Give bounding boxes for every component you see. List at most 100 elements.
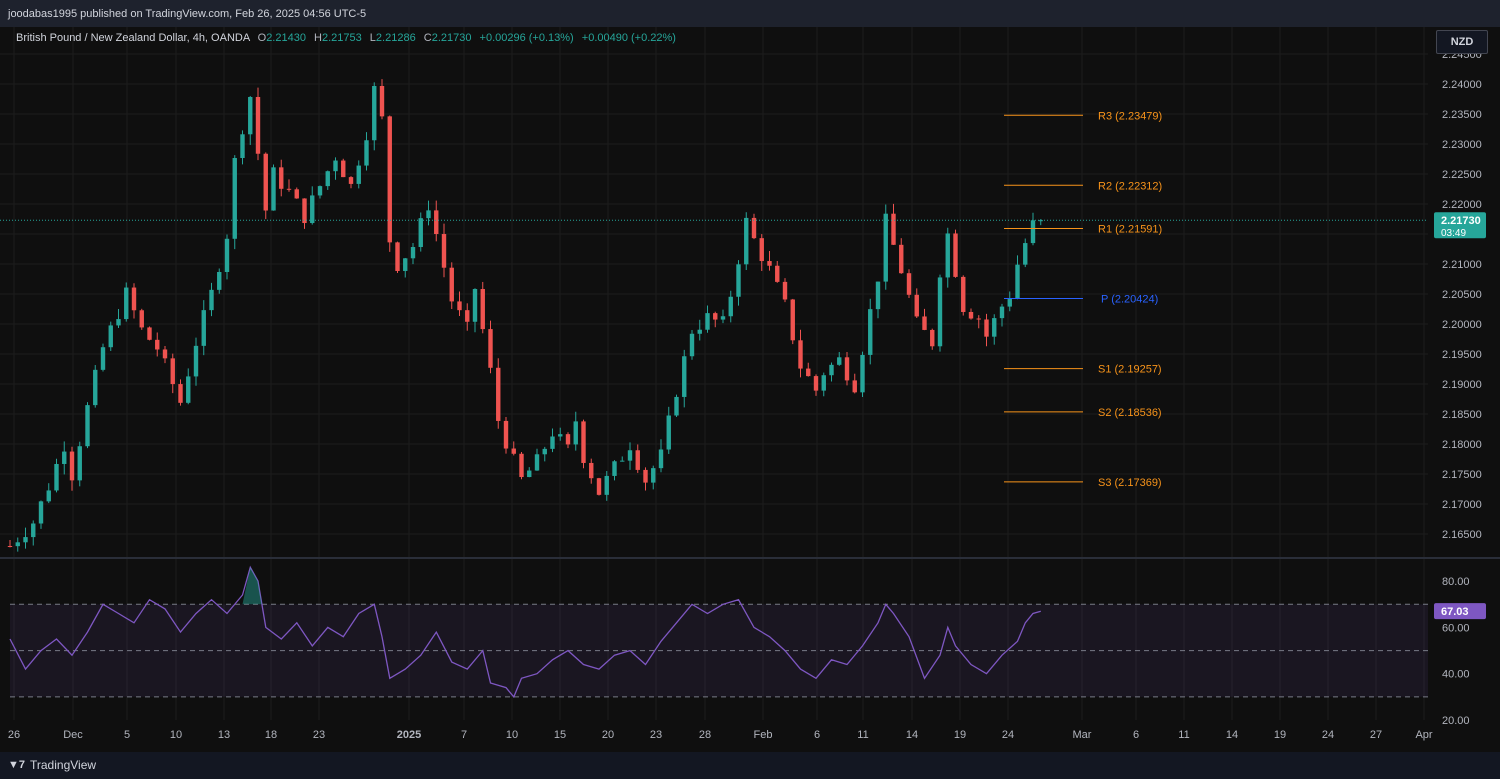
candle-body xyxy=(310,195,315,224)
candle-body xyxy=(1015,264,1020,299)
candle-body xyxy=(968,311,974,319)
candle-body xyxy=(837,357,842,365)
candle-body xyxy=(240,134,245,159)
rsi-tick-label: 40.00 xyxy=(1442,669,1470,681)
high-label: H xyxy=(314,32,322,44)
candle-body xyxy=(69,451,75,481)
candle-body xyxy=(527,470,532,478)
candle-body xyxy=(767,261,772,266)
candle-body xyxy=(589,462,594,479)
y-tick-label: 2.19500 xyxy=(1442,349,1482,361)
y-tick-label: 2.22500 xyxy=(1442,169,1482,181)
y-tick-label: 2.17500 xyxy=(1442,469,1482,481)
candle-body xyxy=(15,542,20,547)
x-tick-label: 18 xyxy=(265,729,277,741)
candle-body xyxy=(937,277,943,347)
x-tick-label: 10 xyxy=(506,729,518,741)
x-tick-label: Feb xyxy=(754,729,773,741)
x-tick-label: 26 xyxy=(8,729,20,741)
x-tick-label: 14 xyxy=(1226,729,1238,741)
candle-body xyxy=(77,446,82,481)
candle-body xyxy=(596,478,602,495)
candle-body xyxy=(480,289,485,330)
candle-body xyxy=(542,448,547,455)
candle-body xyxy=(844,357,850,381)
candle-body xyxy=(449,267,454,302)
candle-body xyxy=(302,198,307,224)
candle-body xyxy=(317,186,323,196)
pivot-label-s1: S1 (2.19257) xyxy=(1098,364,1162,376)
candle-body xyxy=(356,165,361,184)
pivot-label-r1: R1 (2.21591) xyxy=(1098,224,1162,236)
x-tick-label: 7 xyxy=(461,729,467,741)
currency-button[interactable]: NZD xyxy=(1436,30,1488,54)
candle-body xyxy=(976,318,981,320)
rsi-tick-label: 20.00 xyxy=(1442,715,1470,727)
symbol-legend: British Pound / New Zealand Dollar, 4h, … xyxy=(16,32,676,44)
candle-body xyxy=(441,234,447,268)
candle-body xyxy=(372,85,377,141)
candle-body xyxy=(139,310,144,328)
candle-body xyxy=(697,329,702,334)
y-tick-label: 2.24000 xyxy=(1442,79,1482,91)
candle-body xyxy=(38,501,44,524)
candle-body xyxy=(620,460,625,462)
candle-body xyxy=(806,368,811,377)
candle-body xyxy=(325,171,330,187)
open-value: 2.21430 xyxy=(266,32,306,44)
candle-body xyxy=(790,299,795,341)
candle-body xyxy=(744,217,749,265)
y-tick-label: 2.18000 xyxy=(1442,439,1482,451)
candle-body xyxy=(503,420,509,449)
candle-body xyxy=(496,367,501,421)
candle-body xyxy=(162,349,168,359)
candle-body xyxy=(868,309,873,355)
rsi-tick-label: 60.00 xyxy=(1442,622,1470,634)
chart-area[interactable]: 26 Dec 5 10 13 18 23 2025 7 10 15 20 23 28 Feb 6 11 14 19 2… xyxy=(0,27,1500,752)
candle-body xyxy=(821,375,826,391)
candle-body xyxy=(945,233,950,278)
open-label: O xyxy=(257,32,267,44)
candle-body xyxy=(170,358,175,385)
y-tick-label: 2.23000 xyxy=(1442,139,1482,151)
candle-body xyxy=(93,369,98,406)
x-tick-label: 5 xyxy=(124,729,130,741)
candle-body xyxy=(906,273,912,295)
candle-body xyxy=(62,451,67,464)
x-tick-label: 28 xyxy=(699,729,711,741)
candle-body xyxy=(201,310,206,346)
tradingview-logo-icon[interactable]: ▼7 xyxy=(8,759,26,771)
candle-body xyxy=(689,333,695,357)
candle-body xyxy=(209,289,214,311)
candle-body xyxy=(387,116,392,243)
x-tick-label: 6 xyxy=(1133,729,1139,741)
pivot-label-r2: R2 (2.22312) xyxy=(1098,180,1162,192)
x-tick-label: 10 xyxy=(170,729,182,741)
candle-body xyxy=(798,340,803,369)
rsi-value-badge xyxy=(1434,603,1486,620)
rsi-value-text: 67.03 xyxy=(1441,606,1469,618)
y-tick-label: 2.16500 xyxy=(1442,529,1482,541)
candle-body xyxy=(434,210,439,235)
candle-body xyxy=(186,376,191,403)
y-tick-label: 2.21000 xyxy=(1442,259,1482,271)
candle-body xyxy=(658,449,664,469)
change-value: +0.00296 (+0.13%) xyxy=(479,32,574,44)
candle-body xyxy=(992,318,997,337)
high-value: 2.21753 xyxy=(321,32,362,44)
candle-body xyxy=(457,301,462,311)
candle-body xyxy=(519,453,524,478)
candle-body xyxy=(488,329,493,368)
candle-body xyxy=(379,85,385,117)
x-tick-label: Dec xyxy=(63,729,83,741)
pivot-label-s2: S2 (2.18536) xyxy=(1098,407,1162,419)
candle-body xyxy=(713,313,718,320)
y-tick-label: 2.18500 xyxy=(1442,409,1482,421)
chart-svg[interactable]: 26 Dec 5 10 13 18 23 2025 7 10 15 20 23 28 Feb 6 11 14 19 2… xyxy=(0,27,1500,752)
x-tick-label: 11 xyxy=(1178,729,1189,741)
low-value: 2.21286 xyxy=(375,32,416,44)
x-tick-label: 14 xyxy=(906,729,918,741)
publisher-text: joodabas1995 published on TradingView.co… xyxy=(8,8,367,20)
candle-body xyxy=(604,475,609,495)
candle-body xyxy=(899,244,904,274)
